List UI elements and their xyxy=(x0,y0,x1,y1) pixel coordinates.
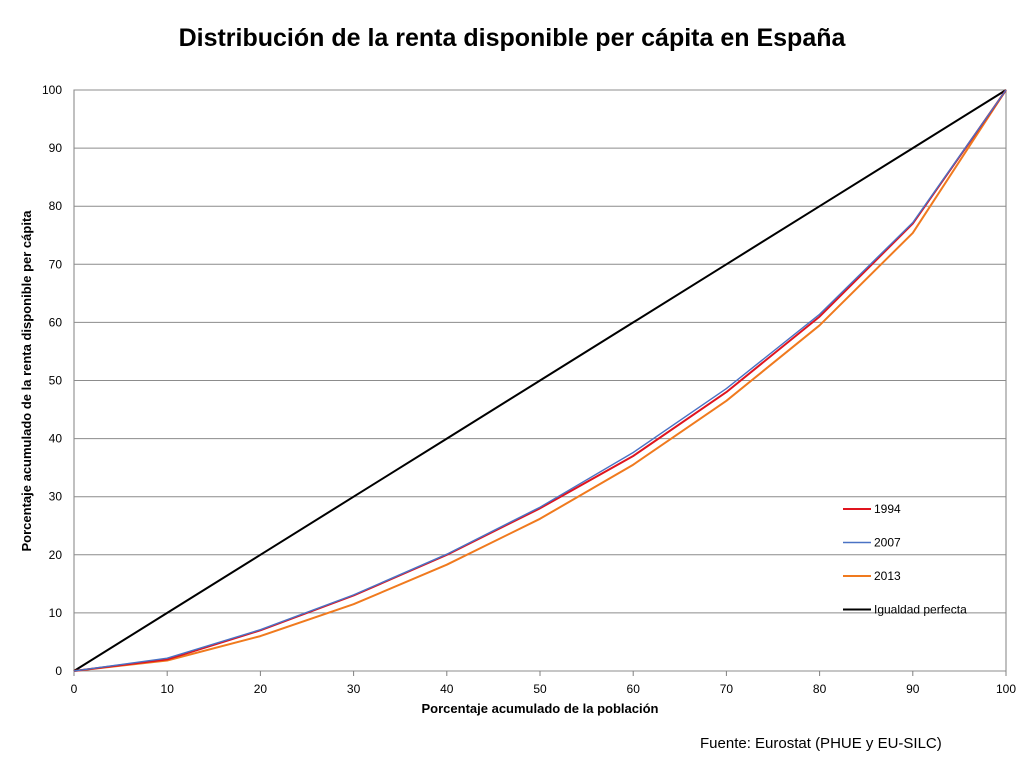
x-tick-label: 80 xyxy=(813,682,827,696)
series-line-igualdad-perfecta xyxy=(73,89,1007,672)
y-tick-label: 50 xyxy=(49,374,63,388)
y-axis-ticks: 0 10 20 30 40 50 60 70 80 90 100 xyxy=(42,83,62,678)
legend-label: 2007 xyxy=(874,536,901,550)
y-tick-label: 80 xyxy=(49,199,63,213)
x-axis-ticks: 0 10 20 30 40 50 60 70 80 90 100 xyxy=(71,671,1016,696)
x-tick-label: 50 xyxy=(533,682,547,696)
x-tick-label: 0 xyxy=(71,682,78,696)
y-tick-label: 70 xyxy=(49,257,63,271)
series-line-2007 xyxy=(73,89,1007,672)
x-tick-label: 40 xyxy=(440,682,454,696)
y-tick-label: 10 xyxy=(49,606,63,620)
legend-label: 2013 xyxy=(874,569,901,583)
series-line-2013 xyxy=(73,89,1007,672)
y-tick-label: 100 xyxy=(42,83,62,97)
legend: 1994 2007 2013 Igualdad perfecta xyxy=(843,502,967,617)
x-tick-label: 20 xyxy=(254,682,268,696)
y-tick-label: 0 xyxy=(55,664,62,678)
grid-lines xyxy=(74,89,1006,672)
x-tick-label: 70 xyxy=(720,682,734,696)
x-axis-title: Porcentaje acumulado de la población xyxy=(422,701,659,716)
y-tick-label: 20 xyxy=(49,548,63,562)
series-line-1994 xyxy=(73,89,1007,672)
x-tick-label: 10 xyxy=(161,682,175,696)
data-series xyxy=(73,89,1007,672)
x-tick-label: 30 xyxy=(347,682,361,696)
y-tick-label: 90 xyxy=(49,141,63,155)
x-tick-label: 60 xyxy=(627,682,641,696)
x-tick-label: 90 xyxy=(906,682,920,696)
legend-label: Igualdad perfecta xyxy=(874,603,967,617)
x-tick-label: 100 xyxy=(996,682,1016,696)
legend-label: 1994 xyxy=(874,502,901,516)
y-tick-label: 60 xyxy=(49,315,63,329)
source-note: Fuente: Eurostat (PHUE y EU-SILC) xyxy=(700,735,942,752)
y-tick-label: 40 xyxy=(49,432,63,446)
y-axis-title: Porcentaje acumulado de la renta disponi… xyxy=(19,210,34,552)
y-tick-label: 30 xyxy=(49,490,63,504)
chart-title: Distribución de la renta disponible per … xyxy=(178,24,846,52)
